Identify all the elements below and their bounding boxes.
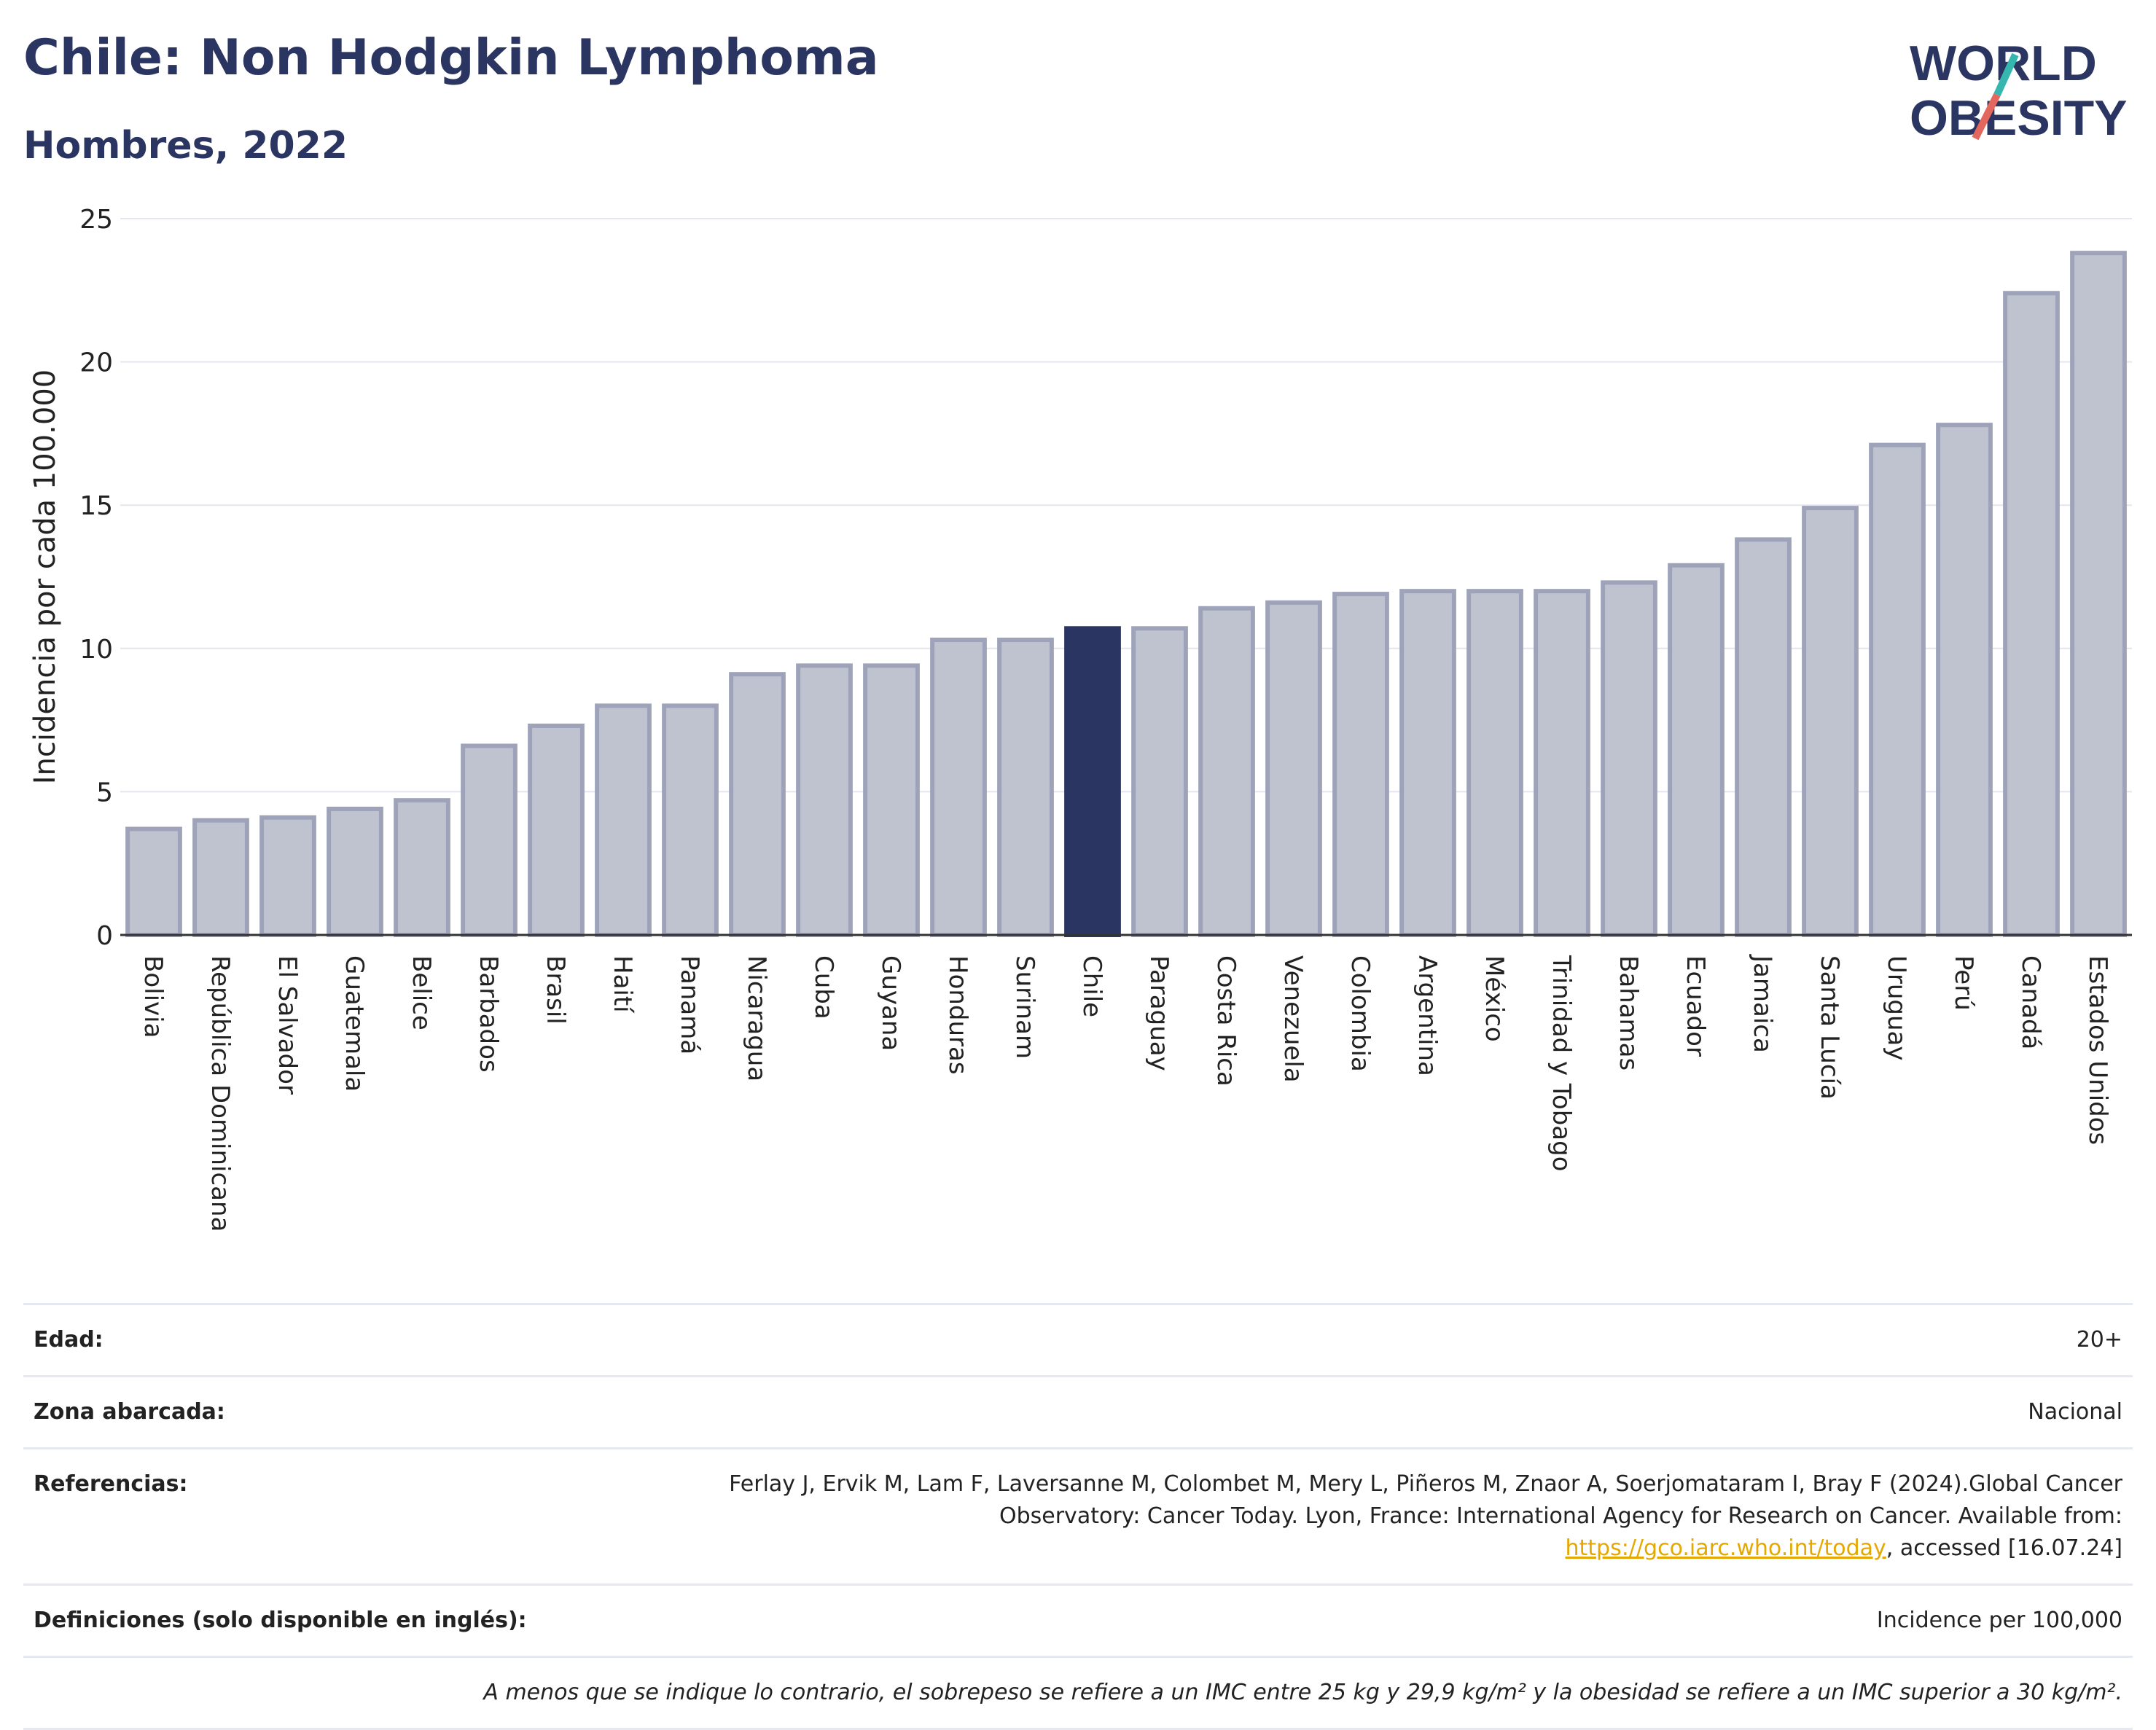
bar-haití [595,703,652,937]
bar-guyana [863,663,920,938]
bar-costa-rica [1198,606,1255,937]
grid-lines [120,218,2132,793]
x-tick-label: Uruguay [1882,955,1911,1061]
bar-ecuador [1668,563,1725,937]
info-table: Edad: 20+ Zona abarcada: Nacional Refere… [23,1303,2133,1730]
x-tick-label: República Dominicana [206,955,235,1232]
bar-estados-unidos [2070,251,2127,937]
bar-panamá [662,703,719,937]
bar-barbados [461,743,517,937]
x-tick-label: Colombia [1345,955,1375,1072]
info-row-edad: Edad: 20+ [23,1303,2133,1375]
info-row-zona: Zona abarcada: Nacional [23,1375,2133,1447]
x-tick-label: Haití [608,955,637,1014]
x-tick-label: Belice [407,955,436,1030]
bar-jamaica [1735,537,1792,937]
bar-argentina [1399,589,1456,937]
x-tick-label: México [1480,955,1509,1042]
x-axis-labels: Bolivia República Dominicana El Salvador Gu… [138,954,2112,1232]
bar-honduras [930,638,987,938]
bar-república-dominicana [192,818,249,937]
x-tick-label: Argentina [1413,955,1442,1076]
x-tick-label: Guyana [876,955,905,1051]
edad-value: 20+ [2076,1327,2122,1353]
chart-subtitle: Hombres, 2022 [23,124,348,168]
bar-surinam [997,638,1054,938]
x-tick-label: Perú [1949,955,1978,1011]
x-tick-label: Bahamas [1614,955,1643,1071]
bar-chile [1064,626,1121,937]
y-axis-title: Incidencia por cada 100.000 [28,369,62,785]
x-tick-label: Ecuador [1681,955,1710,1057]
bar-trinidad-y-tobago [1534,589,1590,937]
y-tick-label: 5 [96,778,113,807]
bar-guatemala [327,806,383,937]
chart-title: Chile: Non Hodgkin Lymphoma [23,29,879,87]
x-tick-label: Nicaragua [742,955,771,1081]
y-tick-label: 0 [96,921,113,951]
x-tick-label: Honduras [943,955,972,1075]
x-tick-label: Canadá [2016,955,2045,1049]
logo-line2: OBESITY [1910,90,2128,146]
referencias-label: Referencias: [34,1471,188,1497]
bar-el-salvador [259,815,316,937]
bar-paraguay [1131,626,1188,937]
bar-nicaragua [729,672,786,937]
bar-venezuela [1265,600,1322,937]
x-tick-label: Estados Unidos [2083,955,2112,1145]
x-tick-label: El Salvador [273,955,302,1095]
x-tick-label: Barbados [474,955,503,1073]
logo-slash-teal [1993,52,2019,97]
bar-canadá [2003,291,2060,937]
x-tick-label: Chile [1077,955,1106,1017]
edad-label: Edad: [34,1327,103,1353]
obesity-note: A menos que se indique lo contrario, el … [23,1656,2133,1730]
bar-colombia [1332,592,1389,937]
definiciones-value: Incidence per 100,000 [1876,1608,2122,1633]
info-row-definiciones: Definiciones (solo disponible en inglés)… [23,1584,2133,1656]
bar-belice [394,798,450,938]
x-tick-label: Trinidad y Tobago [1547,955,1576,1172]
logo-slash-red [1972,93,2001,141]
bar-bahamas [1601,580,1657,937]
world-obesity-logo: WORLD OBESITY [1910,36,2128,146]
bar-perú [1936,423,1993,937]
bar-méxico [1466,589,1523,937]
ref-tail: , accessed [16.07.24] [1886,1535,2122,1561]
x-tick-label: Venezuela [1278,955,1308,1083]
y-tick-label: 25 [79,205,113,235]
y-tick-label: 20 [79,348,113,378]
x-tick-label: Costa Rica [1211,955,1241,1087]
y-tick-label: 10 [79,635,113,665]
zona-value: Nacional [2028,1399,2122,1425]
x-tick-label: Jamaica [1748,954,1777,1053]
ref-link[interactable]: https://gco.iarc.who.int/today [1565,1535,1886,1561]
x-tick-label: Surinam [1010,955,1039,1059]
x-tick-label: Guatemala [340,955,369,1092]
referencias-value: Ferlay J, Ervik M, Lam F, Laversanne M, … [665,1468,2122,1565]
bar-cuba [796,663,853,938]
info-row-referencias: Referencias: Ferlay J, Ervik M, Lam F, L… [23,1447,2133,1584]
bar-uruguay [1869,442,1926,937]
zona-label: Zona abarcada: [34,1399,225,1425]
x-tick-label: Cuba [809,955,838,1019]
bar-santa-lucía [1802,506,1859,937]
x-tick-label: Paraguay [1144,955,1173,1071]
x-tick-label: Santa Lucía [1815,955,1844,1100]
x-tick-label: Brasil [541,955,570,1025]
y-tick-label: 15 [79,491,113,521]
definiciones-label: Definiciones (solo disponible en inglés)… [34,1608,527,1633]
ref-text: Ferlay J, Ervik M, Lam F, Laversanne M, … [729,1471,2122,1529]
bars [125,251,2127,938]
x-tick-label: Panamá [675,955,704,1054]
bar-brasil [528,723,585,937]
bar-bolivia [125,826,182,937]
bar-chart: 0 5 10 15 20 25 Bolivia República Dominicana El… [28,205,2132,1232]
y-axis-ticks: 0 5 10 15 20 25 [79,205,113,951]
x-tick-label: Bolivia [138,955,168,1038]
